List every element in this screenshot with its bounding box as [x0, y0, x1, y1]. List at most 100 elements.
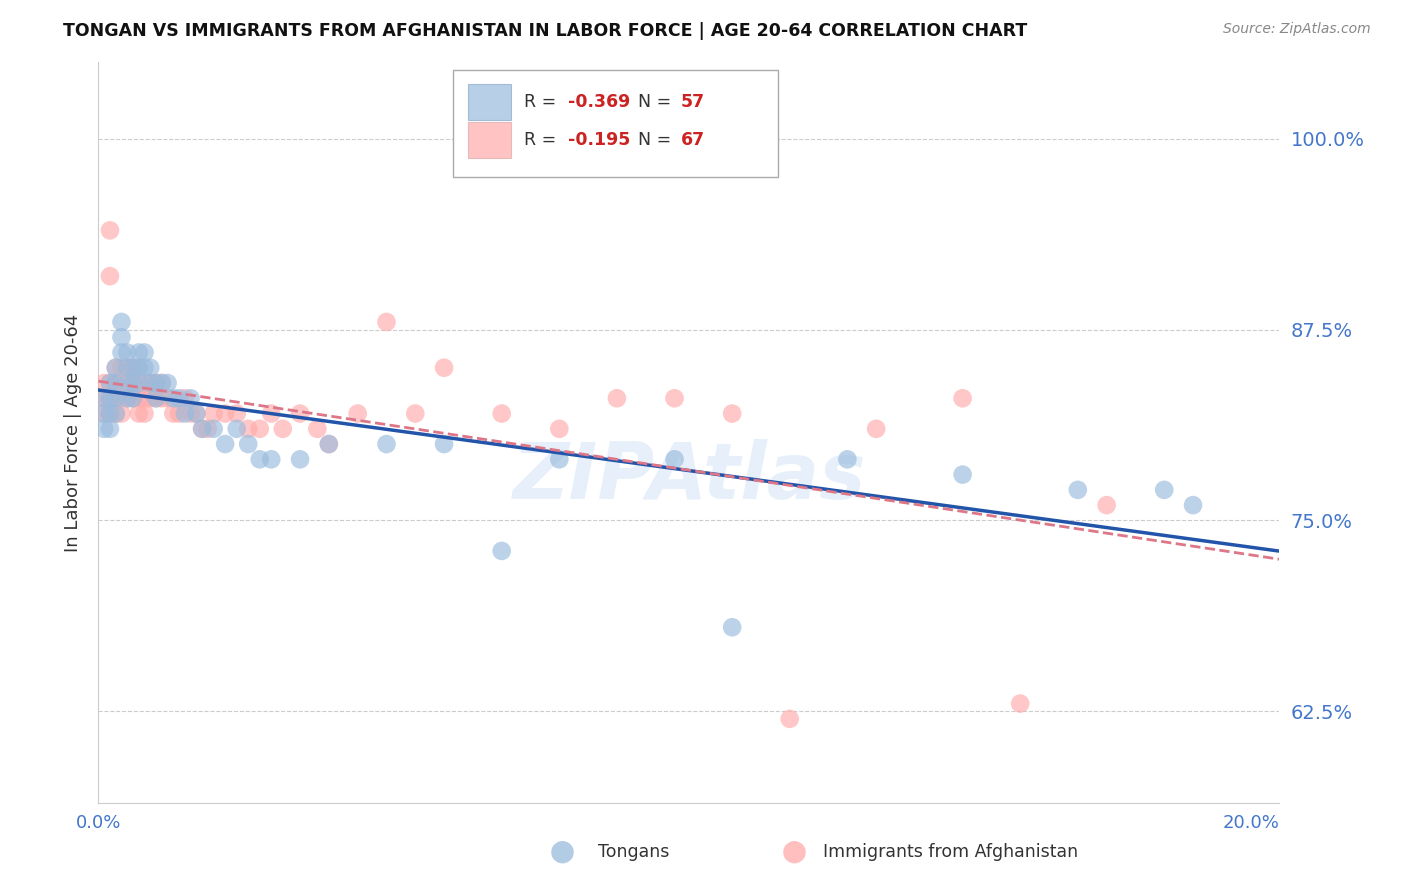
Point — [104, 360, 127, 375]
Point — [238, 422, 260, 436]
Point — [186, 407, 208, 421]
Point — [779, 712, 801, 726]
Text: R =: R = — [523, 131, 561, 149]
Point — [404, 407, 426, 421]
Point — [318, 437, 340, 451]
Point — [139, 376, 162, 390]
Text: -0.369: -0.369 — [568, 93, 631, 111]
Point — [134, 376, 156, 390]
Text: Source: ZipAtlas.com: Source: ZipAtlas.com — [1223, 22, 1371, 37]
Point — [952, 467, 974, 482]
Point — [110, 330, 132, 344]
Point — [865, 422, 887, 436]
Point — [491, 544, 513, 558]
Point — [145, 391, 167, 405]
Point — [721, 620, 744, 634]
Point — [1010, 697, 1032, 711]
Point — [104, 376, 127, 390]
Point — [837, 452, 859, 467]
Point — [128, 360, 150, 375]
Point — [110, 391, 132, 405]
Point — [115, 391, 138, 405]
Point — [197, 422, 219, 436]
Point — [952, 391, 974, 405]
Point — [139, 391, 162, 405]
Point — [1153, 483, 1175, 497]
Point — [110, 315, 132, 329]
Point — [548, 452, 571, 467]
Point — [134, 345, 156, 359]
Text: N =: N = — [638, 93, 676, 111]
Point — [173, 407, 195, 421]
Text: 57: 57 — [681, 93, 704, 111]
Point — [104, 407, 127, 421]
Point — [122, 360, 145, 375]
Point — [122, 391, 145, 405]
Point — [288, 452, 311, 467]
Point — [186, 407, 208, 421]
Point — [307, 422, 329, 436]
Point — [110, 360, 132, 375]
FancyBboxPatch shape — [468, 84, 510, 120]
Point — [93, 391, 115, 405]
Point — [128, 376, 150, 390]
Point — [122, 391, 145, 405]
Point — [93, 407, 115, 421]
Point — [664, 391, 686, 405]
Point — [202, 422, 225, 436]
Point — [249, 452, 271, 467]
Point — [134, 360, 156, 375]
Point — [110, 376, 132, 390]
Point — [721, 407, 744, 421]
Point — [180, 391, 202, 405]
Point — [288, 407, 311, 421]
Point — [191, 422, 214, 436]
Point — [1095, 498, 1118, 512]
Point — [375, 315, 398, 329]
Point — [433, 437, 456, 451]
Point — [115, 376, 138, 390]
Point — [664, 452, 686, 467]
Point — [128, 360, 150, 375]
Point — [122, 376, 145, 390]
Point — [225, 407, 247, 421]
Point — [1182, 498, 1205, 512]
Point — [548, 422, 571, 436]
Y-axis label: In Labor Force | Age 20-64: In Labor Force | Age 20-64 — [63, 313, 82, 552]
Text: Immigrants from Afghanistan: Immigrants from Afghanistan — [823, 843, 1077, 861]
Point — [115, 360, 138, 375]
Point — [128, 345, 150, 359]
Point — [180, 407, 202, 421]
Point — [145, 376, 167, 390]
Point — [93, 391, 115, 405]
Point — [346, 407, 368, 421]
Text: R =: R = — [523, 93, 561, 111]
Point — [145, 376, 167, 390]
Point — [110, 407, 132, 421]
Point — [249, 422, 271, 436]
Point — [139, 376, 162, 390]
Text: N =: N = — [638, 131, 676, 149]
Point — [122, 376, 145, 390]
Point — [139, 360, 162, 375]
Point — [98, 223, 121, 237]
Point — [318, 437, 340, 451]
Point — [128, 391, 150, 405]
Point — [150, 391, 173, 405]
Point — [98, 376, 121, 390]
Point — [98, 407, 121, 421]
Point — [167, 407, 190, 421]
Point — [98, 407, 121, 421]
Point — [271, 422, 294, 436]
Point — [98, 376, 121, 390]
FancyBboxPatch shape — [453, 70, 778, 178]
Point — [156, 391, 179, 405]
Point — [122, 360, 145, 375]
Point — [260, 452, 283, 467]
Point — [104, 376, 127, 390]
Point — [98, 391, 121, 405]
Point — [104, 407, 127, 421]
Point — [191, 422, 214, 436]
Point — [150, 376, 173, 390]
Text: Tongans: Tongans — [598, 843, 669, 861]
